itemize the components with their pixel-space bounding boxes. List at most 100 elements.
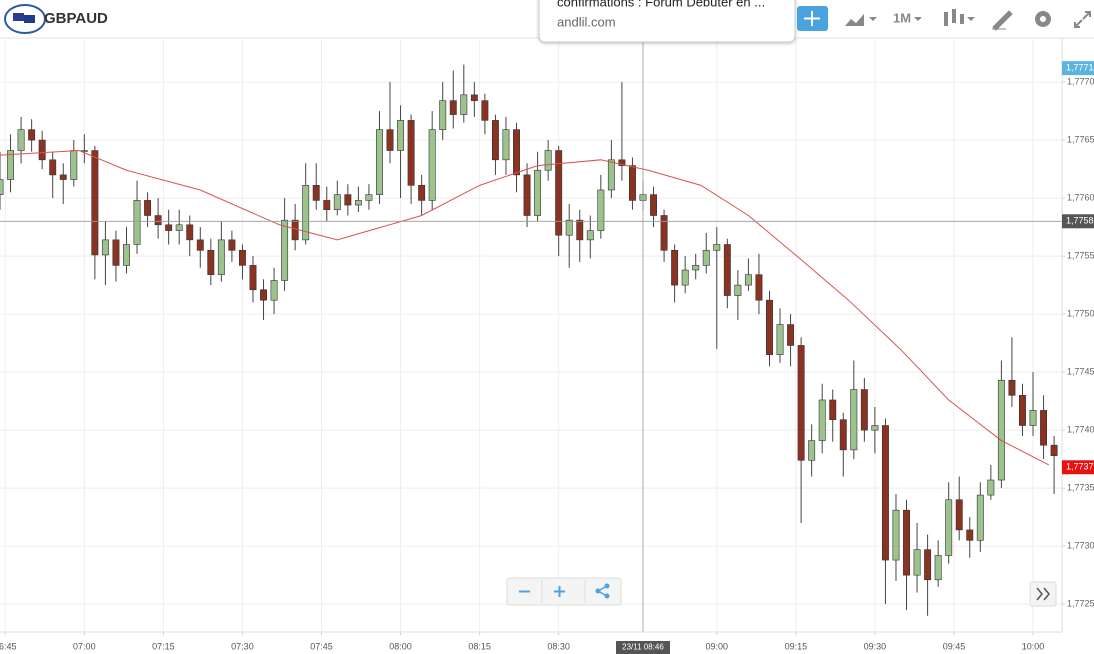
candle-body bbox=[576, 219, 584, 241]
candle-body bbox=[344, 194, 352, 206]
draw-button[interactable] bbox=[992, 10, 1013, 31]
candle-body bbox=[692, 265, 700, 271]
candle-body bbox=[17, 129, 25, 151]
candle-body bbox=[808, 440, 816, 461]
x-tick-label: 07:00 bbox=[73, 641, 96, 651]
crosshair-y-label: 1,7758 bbox=[1066, 216, 1094, 226]
candle-body bbox=[439, 100, 447, 130]
candle-body bbox=[333, 194, 341, 211]
candle-body bbox=[797, 345, 805, 461]
candle-body bbox=[945, 499, 953, 556]
chart-type-button[interactable] bbox=[845, 14, 864, 26]
x-tick-label: 10:00 bbox=[1022, 641, 1045, 651]
candle-body bbox=[407, 120, 415, 186]
candle-body bbox=[892, 509, 900, 561]
candle-body bbox=[787, 324, 795, 346]
fullscreen-button[interactable] bbox=[1074, 11, 1091, 28]
candle-body bbox=[238, 250, 246, 266]
x-tick-label: 09:30 bbox=[864, 641, 887, 651]
candle-body bbox=[354, 200, 362, 206]
candles-button[interactable] bbox=[944, 9, 964, 26]
notification-title: confirmations : Forum Débuter en ... bbox=[557, 0, 765, 9]
candle-body bbox=[544, 150, 552, 171]
flag-gb bbox=[13, 13, 24, 21]
notification[interactable] bbox=[538, 0, 796, 43]
candle-body bbox=[766, 299, 773, 356]
symbol-highlight bbox=[4, 4, 46, 34]
candle-body bbox=[734, 284, 742, 296]
candle-body bbox=[249, 265, 257, 291]
candle-body bbox=[702, 250, 710, 266]
candle-body bbox=[1008, 379, 1016, 396]
candle-body bbox=[365, 194, 373, 201]
candle-body bbox=[997, 379, 1005, 481]
candle-body bbox=[534, 169, 542, 216]
dropdown-arrow bbox=[967, 17, 975, 21]
candle-body bbox=[955, 499, 963, 531]
crosshair-x-label: 23/11 08:46 bbox=[622, 643, 664, 652]
candle-body bbox=[376, 129, 383, 195]
candle-body bbox=[0, 179, 4, 195]
x-tick-label: 09:00 bbox=[706, 641, 729, 651]
candle-body bbox=[924, 549, 932, 581]
notification-source: andlil.com bbox=[557, 14, 616, 29]
candle-body bbox=[38, 139, 46, 161]
scroll-end-button[interactable] bbox=[1029, 581, 1057, 607]
y-tick-label: 1,7750 bbox=[1067, 308, 1094, 318]
candle-body bbox=[449, 100, 457, 115]
y-tick-label: 1,7755 bbox=[1067, 250, 1094, 260]
candle-body bbox=[144, 200, 152, 216]
candle-body bbox=[1029, 410, 1037, 426]
share-icon bbox=[595, 588, 601, 594]
candle-body bbox=[460, 94, 468, 115]
candle-body bbox=[196, 239, 204, 251]
notification-box[interactable] bbox=[538, 0, 796, 43]
share-icon bbox=[604, 593, 610, 599]
candle-body bbox=[839, 419, 847, 451]
candle-body bbox=[628, 165, 636, 201]
crosshair-x-label-bg bbox=[615, 641, 670, 654]
interval-button[interactable]: 1M bbox=[893, 10, 911, 25]
share-icon bbox=[604, 583, 610, 589]
x-tick-label: 08:30 bbox=[547, 641, 570, 651]
candle-body bbox=[491, 120, 499, 161]
candle-body bbox=[312, 185, 320, 201]
candle-body bbox=[112, 239, 120, 266]
candle-body bbox=[502, 129, 510, 161]
candle-body bbox=[207, 250, 215, 275]
candle-body bbox=[871, 425, 879, 431]
candle-body bbox=[28, 129, 36, 141]
candle-body bbox=[175, 224, 183, 231]
x-tick-label: 07:45 bbox=[310, 641, 333, 651]
x-tick-label: 08:00 bbox=[389, 641, 412, 651]
candle-body bbox=[7, 150, 15, 180]
crosshair-y-label-bg bbox=[1062, 214, 1094, 229]
candle-body bbox=[555, 150, 563, 236]
x-tick-label: 07:30 bbox=[231, 641, 254, 651]
candle-body bbox=[860, 389, 868, 431]
candle-body bbox=[850, 389, 858, 451]
candle-body bbox=[586, 230, 594, 241]
candle-body bbox=[470, 94, 478, 101]
x-tick-label: 06:45 bbox=[0, 641, 17, 651]
x-tick-label: 08:15 bbox=[468, 641, 491, 651]
zoom-in-button[interactable] bbox=[554, 586, 565, 597]
candle-body bbox=[186, 224, 194, 241]
candle-body bbox=[607, 159, 615, 191]
candle-body bbox=[523, 174, 531, 216]
candle-body bbox=[70, 150, 78, 180]
x-tick-label: 09:15 bbox=[785, 641, 808, 651]
dropdown-arrow bbox=[914, 17, 922, 21]
candle-body bbox=[1019, 395, 1026, 426]
x-tick-label: 09:45 bbox=[943, 641, 966, 651]
candle-body bbox=[165, 224, 173, 231]
candle-body bbox=[565, 219, 573, 236]
candle-body bbox=[881, 425, 889, 561]
candle-body bbox=[49, 159, 57, 176]
candle-body bbox=[934, 555, 942, 581]
candle-body bbox=[660, 215, 668, 251]
symbol-title[interactable]: GBPAUD bbox=[44, 10, 108, 27]
candle-body bbox=[428, 129, 436, 201]
settings-icon bbox=[1040, 16, 1046, 22]
